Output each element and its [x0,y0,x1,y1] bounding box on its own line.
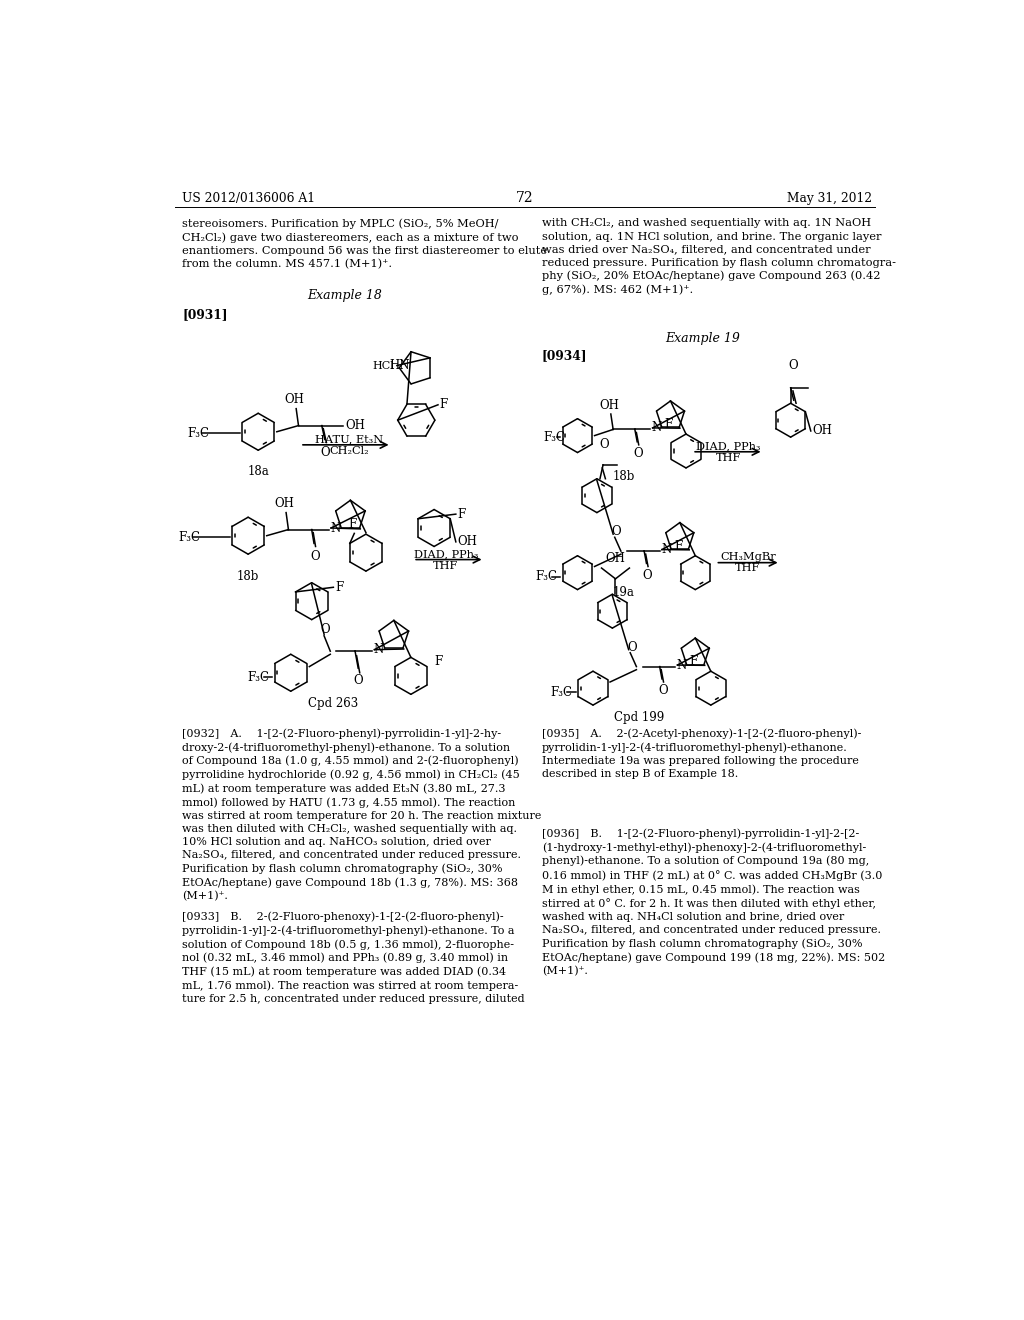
Text: O: O [599,438,608,451]
Text: 18b: 18b [612,470,635,483]
Text: 18a: 18a [248,465,269,478]
Text: Example 19: Example 19 [666,331,740,345]
Text: [0936] B.  1-[2-(2-Fluoro-phenyl)-pyrrolidin-1-yl]-2-[2-
(1-hydroxy-1-methyl-eth: [0936] B. 1-[2-(2-Fluoro-phenyl)-pyrroli… [542,829,885,975]
Text: N: N [374,643,384,656]
Text: OH: OH [285,393,304,407]
Text: OH: OH [458,536,477,548]
Text: OH: OH [599,399,620,412]
Text: N: N [677,659,687,672]
Text: F: F [348,517,356,531]
Text: with CH₂Cl₂, and washed sequentially with aq. 1N NaOH
solution, aq. 1N HCl solut: with CH₂Cl₂, and washed sequentially wit… [542,218,896,296]
Text: F₃C: F₃C [550,685,572,698]
Text: N: N [652,421,663,434]
Text: THF: THF [716,453,741,463]
Text: O: O [633,447,643,461]
Text: [0931]: [0931] [182,309,227,322]
Text: F: F [458,508,466,520]
Text: O: O [611,525,622,539]
Text: O: O [321,446,330,458]
Text: OH: OH [345,418,365,432]
Text: CH₃MgBr: CH₃MgBr [720,552,776,562]
Text: F₃C: F₃C [178,531,201,544]
Text: stereoisomers. Purification by MPLC (SiO₂, 5% MeOH/
CH₂Cl₂) gave two diastereome: stereoisomers. Purification by MPLC (SiO… [182,218,548,269]
Text: F: F [674,540,682,553]
Text: THF: THF [433,561,459,570]
Text: HATU, Et₃N: HATU, Et₃N [314,434,383,445]
Text: O: O [353,675,362,688]
Text: F₃C: F₃C [248,671,269,684]
Text: F: F [689,655,698,668]
Text: OH: OH [274,498,295,511]
Text: F: F [434,656,442,668]
Text: O: O [321,623,331,636]
Text: O: O [310,549,319,562]
Text: US 2012/0136006 A1: US 2012/0136006 A1 [182,191,315,205]
Text: F: F [665,418,673,430]
Text: DIAD, PPh₃: DIAD, PPh₃ [414,549,478,560]
Text: 19a: 19a [613,586,635,599]
Text: Cpd 263: Cpd 263 [308,697,358,710]
Text: OH: OH [605,552,626,565]
Text: HCl: HCl [373,360,394,371]
Text: O: O [627,640,637,653]
Text: F₃C: F₃C [544,430,565,444]
Text: O: O [642,569,652,582]
Text: OH: OH [812,425,833,437]
Text: F: F [439,399,447,412]
Text: Example 18: Example 18 [307,289,382,302]
Text: F₃C: F₃C [535,570,557,583]
Text: [0934]: [0934] [542,350,588,363]
Text: May 31, 2012: May 31, 2012 [786,191,872,205]
Text: [0932] A.  1-[2-(2-Fluoro-phenyl)-pyrrolidin-1-yl]-2-hy-
droxy-2-(4-trifluoromet: [0932] A. 1-[2-(2-Fluoro-phenyl)-pyrroli… [182,729,542,902]
Text: [0933] B.  2-(2-Fluoro-phenoxy)-1-[2-(2-fluoro-phenyl)-
pyrrolidin-1-yl]-2-(4-tr: [0933] B. 2-(2-Fluoro-phenoxy)-1-[2-(2-f… [182,911,525,1005]
Text: HN: HN [389,359,410,372]
Text: DIAD, PPh₃: DIAD, PPh₃ [696,441,761,451]
Text: THF: THF [735,564,761,573]
Text: O: O [658,684,668,697]
Text: N: N [662,543,672,556]
Text: F: F [335,581,343,594]
Text: N: N [331,521,341,535]
Text: Cpd 199: Cpd 199 [614,711,665,725]
Text: CH₂Cl₂: CH₂Cl₂ [329,446,369,455]
Text: [0935] A.  2-(2-Acetyl-phenoxy)-1-[2-(2-fluoro-phenyl)-
pyrrolidin-1-yl]-2-(4-tr: [0935] A. 2-(2-Acetyl-phenoxy)-1-[2-(2-f… [542,729,861,779]
Text: 18b: 18b [237,570,259,583]
Text: 72: 72 [516,191,534,206]
Text: O: O [788,359,798,372]
Text: F₃C: F₃C [187,426,209,440]
